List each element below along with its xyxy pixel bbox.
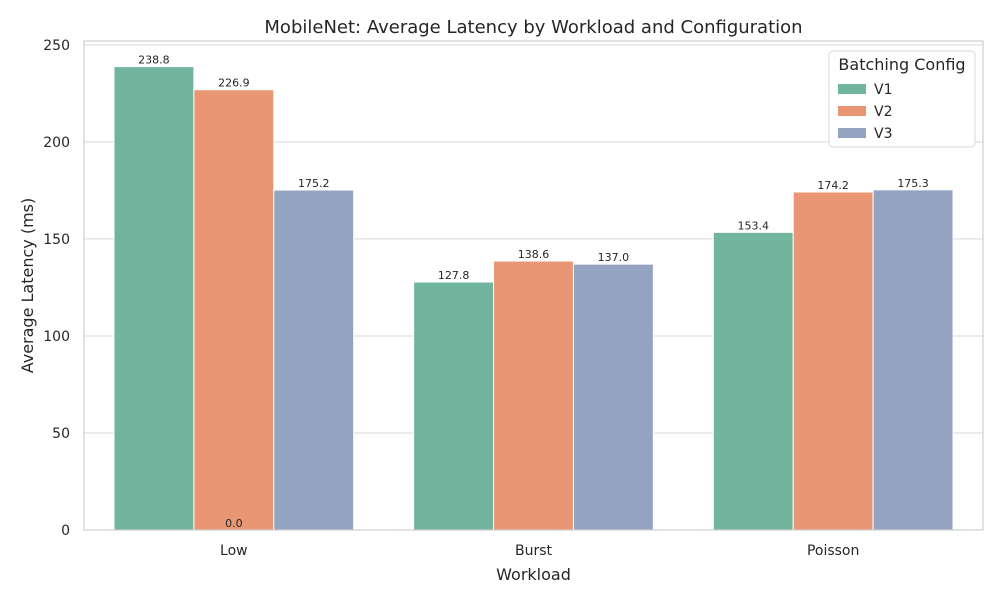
data-label: 238.8 — [138, 54, 170, 67]
bar-v2-burst — [493, 260, 574, 531]
data-label: 175.2 — [298, 177, 330, 190]
y-tick-label: 200 — [43, 135, 70, 151]
extra-data-label: 0.0 — [225, 517, 243, 530]
bar-v3-burst — [572, 263, 654, 531]
data-label: 137.0 — [598, 251, 630, 264]
x-tick-label: Burst — [515, 543, 553, 559]
x-tick-label: Low — [220, 543, 248, 559]
legend-swatch-v3 — [838, 128, 866, 138]
bar-v3-low — [273, 189, 355, 531]
bar-v1-poisson — [712, 231, 794, 531]
y-tick-label: 50 — [52, 426, 70, 442]
legend-label-v1: V1 — [874, 82, 892, 98]
y-axis-label: Average Latency (ms) — [18, 198, 37, 374]
bar-v2-low — [193, 89, 275, 531]
data-label: 175.3 — [897, 177, 929, 190]
x-tick-label: Poisson — [807, 543, 859, 559]
data-label: 153.4 — [738, 219, 770, 232]
legend-label-v2: V2 — [874, 104, 892, 120]
chart-title: MobileNet: Average Latency by Workload a… — [264, 17, 802, 38]
data-label: 226.9 — [218, 77, 250, 90]
y-tick-label: 0 — [61, 523, 70, 539]
bar-v1-burst — [413, 281, 495, 531]
legend-swatch-v2 — [838, 106, 866, 116]
data-label: 174.2 — [817, 179, 849, 192]
data-label: 138.6 — [518, 248, 550, 261]
plot-frame — [83, 40, 984, 531]
legend-box — [828, 50, 976, 148]
legend-title: Batching Config — [838, 55, 965, 74]
y-tick-label: 150 — [43, 232, 70, 248]
legend-swatch-v1 — [838, 84, 866, 94]
bar-v2-poisson — [792, 191, 874, 531]
y-tick-label: 250 — [43, 38, 70, 54]
bar-v3-poisson — [872, 189, 954, 531]
y-tick-label: 100 — [43, 329, 70, 345]
x-axis-label: Workload — [496, 565, 571, 584]
data-label: 127.8 — [438, 269, 470, 282]
legend-label-v3: V3 — [874, 126, 892, 142]
bar-v1-low — [113, 66, 195, 531]
